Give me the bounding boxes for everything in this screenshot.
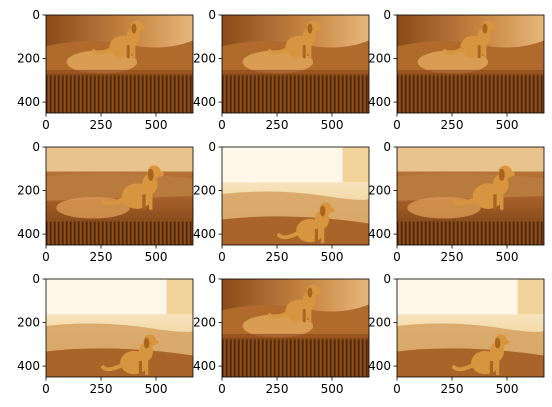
panel-image-4: [46, 147, 193, 245]
ytick-label-9-2: 400: [368, 359, 391, 373]
panel-image-9: [397, 279, 544, 377]
panel-image-6: [397, 147, 544, 245]
xtick-label-4-0: 0: [42, 250, 50, 264]
xtick-label-5-2: 500: [321, 250, 344, 264]
xtick-label-4-2: 500: [145, 250, 168, 264]
panel-5: 0 250 500 0 200 400: [193, 140, 370, 264]
dog-figure-8: [267, 284, 322, 323]
xtick-label-1-1: 250: [90, 118, 113, 132]
xtick-label-7-0: 0: [42, 382, 50, 396]
ytick-label-3-1: 200: [368, 52, 391, 66]
ytick-label-6-0: 0: [383, 140, 391, 154]
panel-6: 0 250 500 0 200 400: [368, 140, 545, 264]
panel-3: 0 250 500 0 200 400: [368, 8, 545, 132]
xtick-label-7-1: 250: [90, 382, 113, 396]
ytick-label-1-0: 0: [32, 8, 40, 22]
dog-figure-6: [452, 165, 515, 210]
xtick-label-2-0: 0: [218, 118, 226, 132]
dog-figure-3: [442, 20, 497, 59]
xtick-label-3-0: 0: [393, 118, 401, 132]
xtick-label-5-1: 250: [266, 250, 289, 264]
ytick-label-6-2: 400: [368, 227, 391, 241]
axes-frame-3: [396, 14, 545, 114]
ytick-label-2-1: 200: [193, 52, 216, 66]
panel-8: 0 250 500 0 200 400: [193, 272, 370, 396]
ytick-label-1-1: 200: [17, 52, 40, 66]
xtick-label-1-2: 500: [145, 118, 168, 132]
xtick-label-6-2: 500: [496, 250, 519, 264]
ytick-label-8-2: 400: [193, 359, 216, 373]
xtick-label-8-2: 500: [321, 382, 344, 396]
axes-frame-1: [45, 14, 194, 114]
ytick-label-6-1: 200: [368, 184, 391, 198]
ytick-label-9-1: 200: [368, 316, 391, 330]
panel-2: 0 250 500 0 200 400: [193, 8, 370, 132]
ytick-label-9-0: 0: [383, 272, 391, 286]
ytick-label-1-2: 400: [17, 95, 40, 109]
ytick-label-2-0: 0: [208, 8, 216, 22]
xtick-label-2-1: 250: [266, 118, 289, 132]
panel-image-8: [222, 279, 369, 377]
panel-1: 0 250 500 0 200 400: [17, 8, 194, 132]
ytick-label-3-0: 0: [383, 8, 391, 22]
dog-figure-2: [267, 20, 322, 59]
xtick-label-9-2: 500: [496, 382, 519, 396]
ytick-label-7-0: 0: [32, 272, 40, 286]
xtick-label-6-0: 0: [393, 250, 401, 264]
panel-9: 0 250 500 0 200 400: [368, 272, 545, 396]
xtick-label-4-1: 250: [90, 250, 113, 264]
dog-figure-4: [101, 165, 164, 210]
xtick-label-9-0: 0: [393, 382, 401, 396]
ytick-label-4-2: 400: [17, 227, 40, 241]
ytick-label-8-1: 200: [193, 316, 216, 330]
ytick-label-5-1: 200: [193, 184, 216, 198]
ytick-label-5-0: 0: [208, 140, 216, 154]
ytick-label-7-1: 200: [17, 316, 40, 330]
xtick-label-2-2: 500: [321, 118, 344, 132]
panel-7: 0 250 500 0 200 400: [17, 272, 194, 396]
axes-frame-8: [221, 278, 370, 378]
xtick-label-7-2: 500: [145, 382, 168, 396]
axes-frame-6: [396, 146, 545, 246]
xtick-label-8-1: 250: [266, 382, 289, 396]
panel-4: 0 250 500 0 200 400: [17, 140, 194, 264]
axes-frame-4: [45, 146, 194, 246]
ytick-label-4-0: 0: [32, 140, 40, 154]
axes-frame-2: [221, 14, 370, 114]
panel-image-3: [397, 15, 544, 113]
xtick-label-1-0: 0: [42, 118, 50, 132]
ytick-label-3-2: 400: [368, 95, 391, 109]
dog-figure-7: [101, 334, 159, 376]
axes-frame-9: [396, 278, 545, 378]
xtick-label-3-1: 250: [441, 118, 464, 132]
dog-figure-5: [277, 202, 335, 244]
axes-frame-7: [45, 278, 194, 378]
panel-image-2: [222, 15, 369, 113]
ytick-label-2-2: 400: [193, 95, 216, 109]
axes-frame-5: [221, 146, 370, 246]
ytick-label-5-2: 400: [193, 227, 216, 241]
xtick-label-6-1: 250: [441, 250, 464, 264]
ytick-label-8-0: 0: [208, 272, 216, 286]
panel-image-1: [46, 15, 193, 113]
xtick-label-8-0: 0: [218, 382, 226, 396]
panel-image-7: [46, 279, 193, 377]
dog-figure-1: [91, 20, 146, 59]
panel-image-5: [222, 147, 369, 245]
xtick-label-9-1: 250: [441, 382, 464, 396]
ytick-label-4-1: 200: [17, 184, 40, 198]
dog-figure-9: [452, 334, 510, 376]
xtick-label-3-2: 500: [496, 118, 519, 132]
xtick-label-5-0: 0: [218, 250, 226, 264]
ytick-label-7-2: 400: [17, 359, 40, 373]
